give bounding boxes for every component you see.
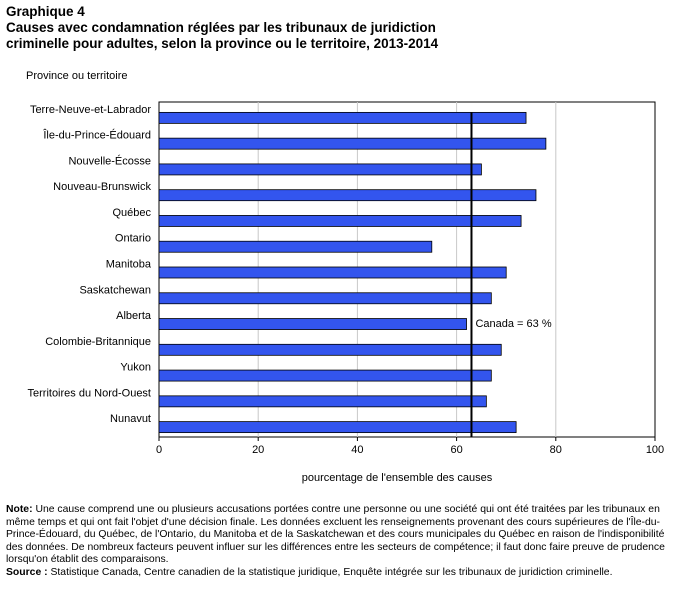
note-paragraph: Note: Une cause comprend une ou plusieur… bbox=[6, 504, 674, 567]
x-tick-label: 100 bbox=[646, 444, 664, 456]
bar bbox=[158, 240, 433, 253]
note-label: Note: bbox=[6, 504, 33, 515]
bar-chart: Province ou territoire Terre-Neuve-et-La… bbox=[26, 70, 664, 484]
bar bbox=[158, 111, 527, 124]
category-label: Colombie-Britannique bbox=[45, 336, 151, 348]
category-label: Terre-Neuve-et-Labrador bbox=[30, 104, 151, 116]
category-label: Saskatchewan bbox=[79, 284, 151, 296]
x-tick-label: 20 bbox=[252, 444, 264, 456]
category-label: Ontario bbox=[115, 233, 151, 245]
category-label: Nouvelle-Écosse bbox=[68, 154, 151, 167]
category-label: Alberta bbox=[116, 310, 152, 322]
bar bbox=[158, 163, 482, 176]
bar bbox=[158, 369, 492, 382]
source-text: Statistique Canada, Centre canadien de l… bbox=[50, 566, 613, 578]
x-tick-label: 40 bbox=[351, 444, 363, 456]
category-labels: Terre-Neuve-et-Labrador Île-du-Prince-Édo… bbox=[28, 104, 152, 425]
x-axis-title: pourcentage de l'ensemble des causes bbox=[302, 472, 493, 484]
bar bbox=[158, 318, 467, 330]
figure-label: Graphique 4 bbox=[6, 4, 85, 19]
category-label: Territoires du Nord-Ouest bbox=[28, 387, 152, 399]
category-label: Québec bbox=[112, 207, 151, 219]
bar bbox=[158, 137, 547, 150]
category-label: Yukon bbox=[120, 362, 151, 374]
x-tick-label: 80 bbox=[550, 444, 562, 456]
note-text: Une cause comprend une ou plusieurs accu… bbox=[6, 504, 665, 565]
bar bbox=[158, 215, 522, 227]
bars bbox=[158, 111, 547, 434]
bar bbox=[158, 343, 502, 356]
bar bbox=[158, 266, 507, 279]
x-tick-label: 0 bbox=[156, 444, 162, 456]
category-label: Nouveau-Brunswick bbox=[53, 181, 151, 193]
bar bbox=[158, 189, 537, 202]
category-label: Manitoba bbox=[106, 259, 152, 271]
x-tick-labels: 0 20 40 60 80 100 bbox=[156, 437, 664, 456]
notes-block: Note: Une cause comprend une ou plusieur… bbox=[6, 504, 674, 579]
y-axis-title: Province ou territoire bbox=[26, 70, 128, 82]
category-label: Île-du-Prince-Édouard bbox=[42, 129, 151, 142]
chart-title: Causes avec condamnation réglées par les… bbox=[6, 20, 439, 51]
x-tick-label: 60 bbox=[450, 444, 462, 456]
bar bbox=[158, 421, 517, 434]
source-label: Source : bbox=[6, 566, 48, 578]
title-block: Graphique 4 Causes avec condamnation rég… bbox=[6, 4, 676, 52]
bar bbox=[158, 395, 487, 408]
source-paragraph: Source : Statistique Canada, Centre cana… bbox=[6, 567, 674, 580]
category-label: Nunavut bbox=[110, 413, 151, 425]
bar bbox=[158, 292, 492, 305]
canada-reference-label: Canada = 63 % bbox=[475, 318, 551, 330]
